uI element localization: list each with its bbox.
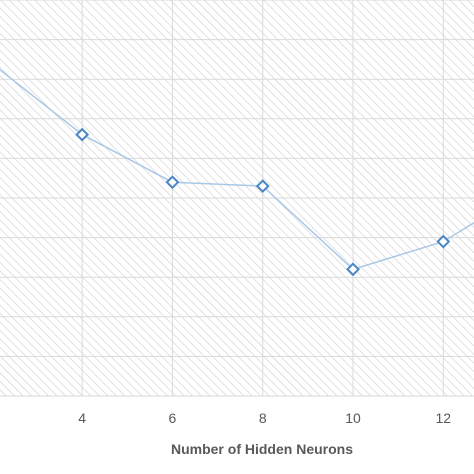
x-tick-label: 10 bbox=[345, 410, 361, 426]
data-point-marker bbox=[165, 175, 180, 190]
x-tick-labels: 4 6 8 10 12 bbox=[78, 410, 451, 426]
x-tick-label: 8 bbox=[259, 410, 267, 426]
x-tick-label: 4 bbox=[78, 410, 86, 426]
data-point-marker bbox=[346, 262, 360, 277]
data-series bbox=[0, 68, 474, 277]
data-point-marker bbox=[255, 179, 270, 194]
gridlines bbox=[0, 0, 474, 397]
x-tick-label: 12 bbox=[436, 410, 452, 426]
data-point-marker bbox=[75, 127, 90, 142]
x-tick-label: 6 bbox=[169, 410, 177, 426]
x-axis-title: Number of Hidden Neurons bbox=[171, 441, 353, 457]
data-point-marker bbox=[436, 234, 451, 249]
